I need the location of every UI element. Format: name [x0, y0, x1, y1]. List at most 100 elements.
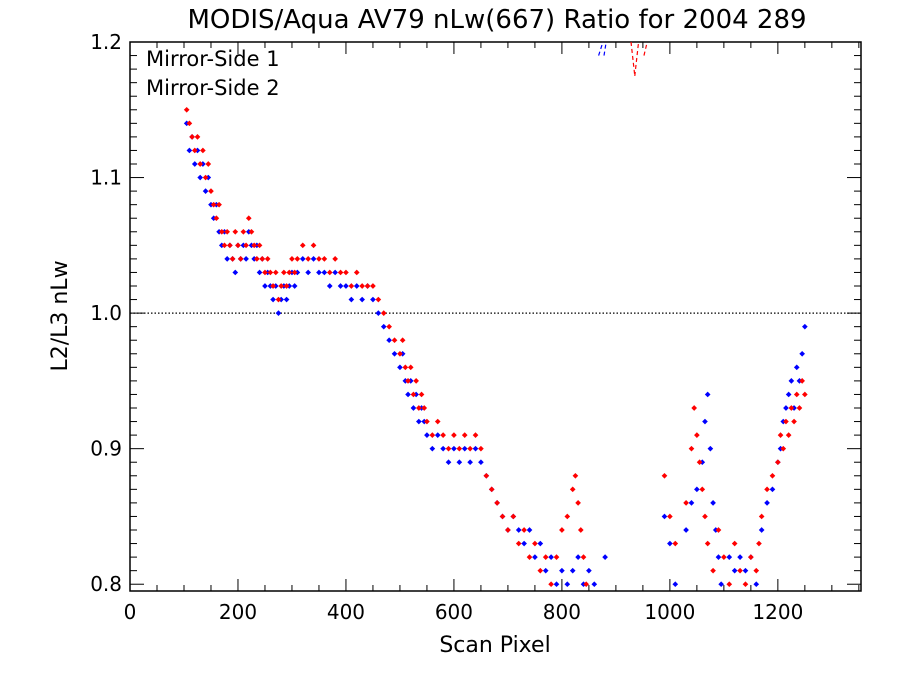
data-point: [731, 567, 738, 574]
data-point: [785, 432, 792, 438]
x-tick-label: 400: [327, 600, 365, 624]
data-point: [764, 486, 770, 493]
data-point: [521, 527, 527, 533]
data-point: [783, 418, 789, 425]
data-point: [418, 391, 425, 398]
data-point: [291, 283, 298, 289]
data-point: [758, 527, 765, 533]
data-point: [202, 188, 209, 194]
data-point: [326, 283, 333, 289]
data-point: [526, 554, 533, 560]
series-1: [183, 120, 808, 588]
x-axis-label: Scan Pixel: [439, 633, 550, 658]
data-point: [548, 554, 554, 560]
data-point: [478, 459, 484, 466]
data-point: [672, 581, 679, 588]
data-point: [802, 323, 808, 330]
data-point: [321, 269, 328, 276]
data-point: [445, 459, 452, 466]
data-point: [488, 486, 495, 493]
data-point: [405, 391, 411, 398]
data-point: [213, 215, 220, 222]
offscale-dash: [598, 41, 604, 56]
data-point: [364, 283, 371, 289]
data-point: [440, 445, 446, 452]
offscale-dash: [643, 41, 648, 56]
data-point: [483, 472, 490, 479]
data-point: [559, 527, 565, 533]
legend: Mirror-Side 1 Mirror-Side 2: [146, 47, 280, 100]
data-point: [397, 350, 403, 357]
data-point: [661, 472, 668, 479]
y-tick-label: 1.2: [90, 30, 122, 54]
data-point: [434, 432, 441, 438]
data-point: [416, 418, 422, 425]
data-point: [742, 581, 749, 588]
data-point: [270, 296, 276, 303]
data-point: [542, 554, 549, 560]
data-point: [275, 310, 282, 316]
x-tick-label: 600: [435, 600, 473, 624]
data-point: [793, 364, 800, 371]
data-point: [704, 391, 711, 398]
data-point: [461, 445, 468, 452]
data-point: [386, 337, 392, 344]
data-point: [707, 445, 714, 452]
data-point: [737, 567, 743, 574]
data-point: [478, 445, 484, 452]
data-point: [691, 405, 698, 411]
data-point: [796, 405, 803, 411]
data-point: [224, 228, 231, 235]
legend-entry-mirror-side-2: Mirror-Side 2: [146, 76, 280, 100]
data-point: [456, 445, 463, 452]
data-point: [275, 296, 282, 303]
data-point: [205, 161, 212, 167]
offscale-markers: [598, 41, 648, 76]
data-point: [326, 269, 333, 276]
data-point: [467, 445, 473, 452]
data-point: [191, 161, 198, 167]
data-point: [694, 432, 700, 438]
data-points: [183, 106, 808, 588]
data-point: [672, 540, 679, 547]
data-point: [243, 256, 249, 262]
data-point: [407, 364, 414, 371]
data-point: [305, 269, 311, 276]
data-point: [569, 567, 576, 574]
data-point: [429, 445, 436, 452]
x-tick-label: 0: [124, 600, 137, 624]
data-point: [775, 459, 781, 466]
data-point: [424, 432, 430, 438]
data-point: [537, 540, 544, 547]
data-point: [283, 283, 290, 289]
data-point: [210, 201, 217, 208]
data-point: [281, 269, 287, 276]
data-point: [294, 256, 301, 262]
data-point: [353, 283, 360, 289]
data-point: [532, 540, 538, 547]
data-point: [472, 445, 479, 452]
data-point: [434, 418, 441, 425]
data-point: [602, 554, 608, 560]
data-point: [283, 296, 290, 303]
data-point: [299, 242, 306, 249]
data-point: [704, 540, 711, 547]
data-point: [243, 242, 249, 249]
data-point: [710, 500, 716, 506]
data-point: [262, 283, 268, 289]
data-point: [316, 269, 322, 276]
data-point: [272, 269, 279, 276]
data-point: [186, 120, 193, 127]
data-point: [559, 567, 565, 574]
offscale-dash: [603, 41, 607, 56]
data-point: [494, 500, 500, 506]
data-point: [683, 500, 689, 506]
data-point: [440, 432, 446, 438]
data-point: [721, 554, 727, 560]
data-point: [399, 337, 406, 344]
data-point: [310, 242, 317, 249]
data-point: [227, 242, 233, 249]
data-point: [702, 513, 708, 520]
data-point: [343, 283, 349, 289]
data-point: [526, 527, 533, 533]
